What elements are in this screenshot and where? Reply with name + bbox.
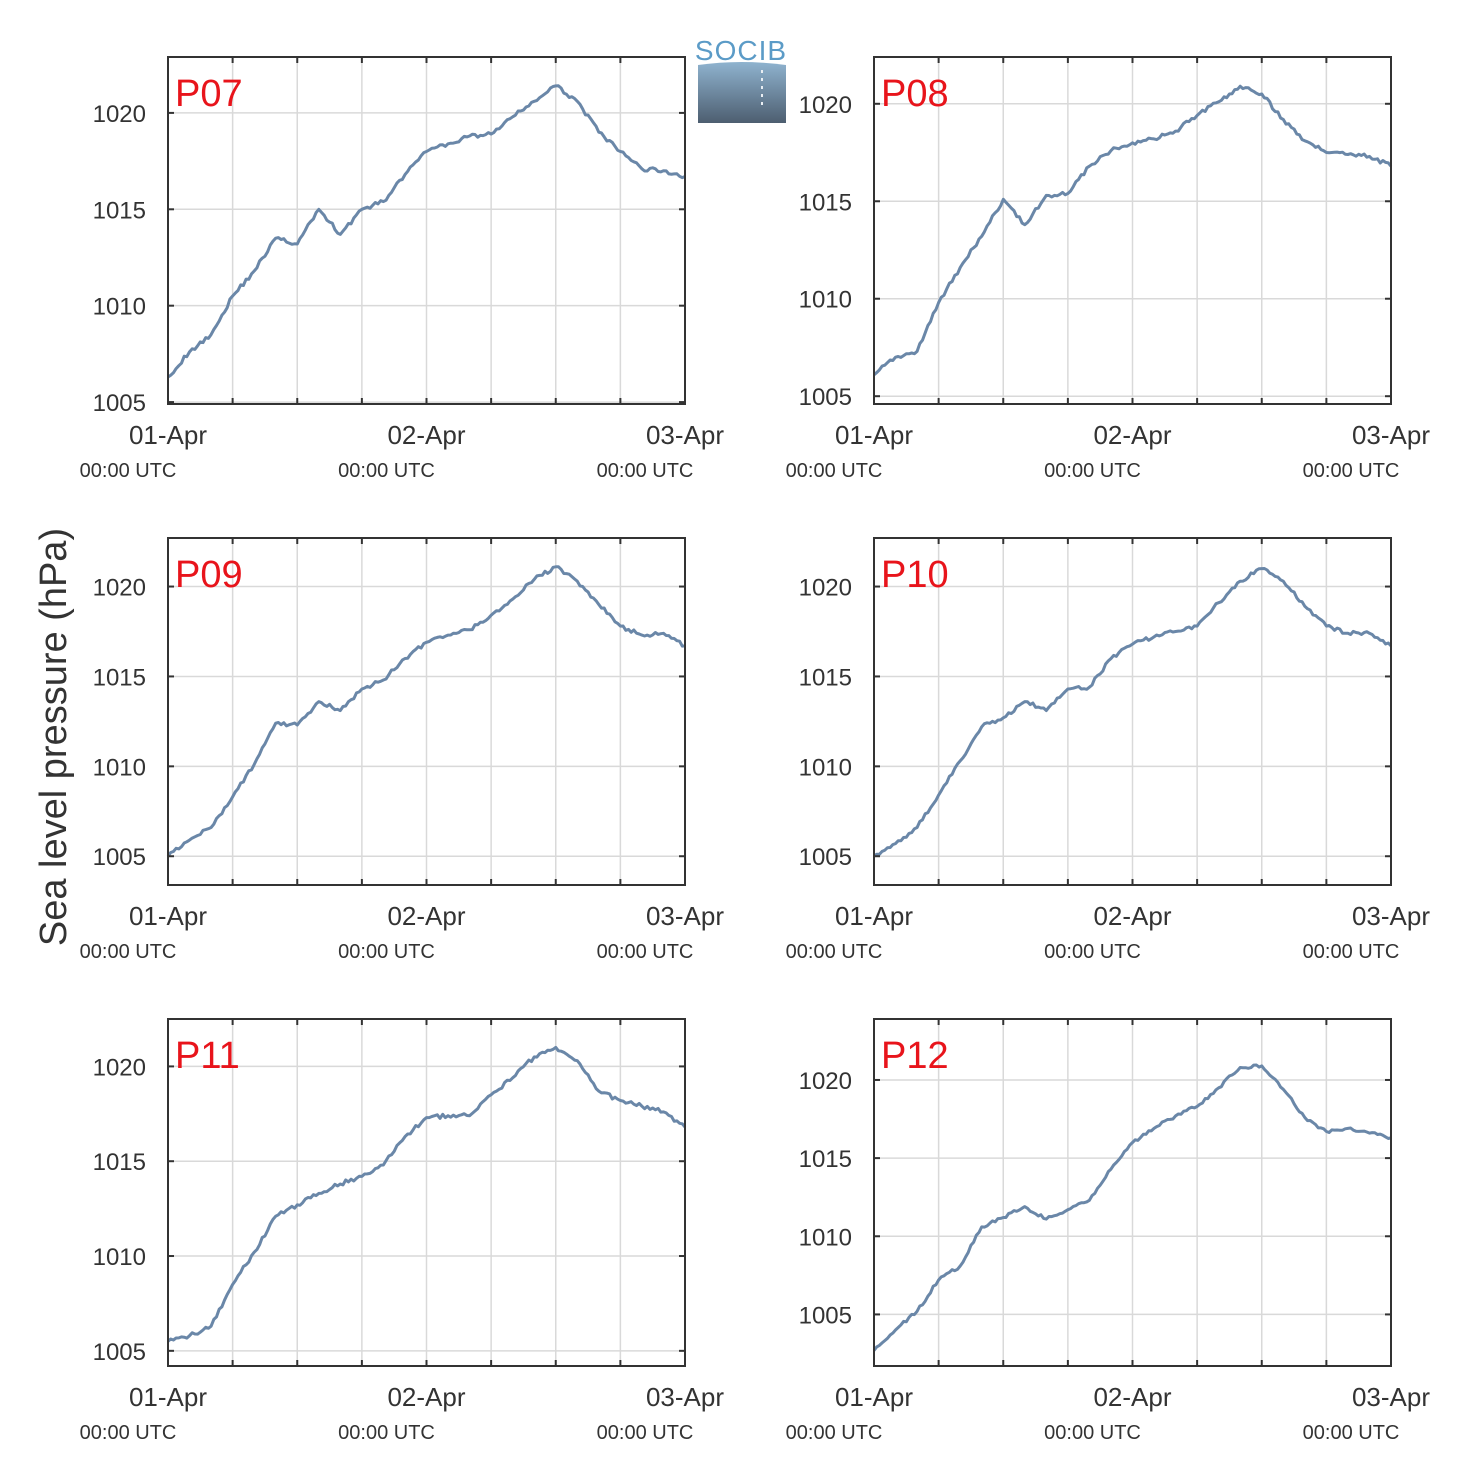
x-tick-label-time: 00:00 UTC <box>80 1422 177 1444</box>
panel-p11: 1005 1010 1015 1020 01-Apr 00:00 UTC 02-Apr 00:… <box>80 1018 724 1444</box>
y-tick-label: 1015 <box>93 664 146 691</box>
y-tick-label: 1010 <box>93 1244 146 1271</box>
y-tick-label: 1020 <box>93 575 146 602</box>
x-tick-label-date: 02-Apr <box>387 1382 465 1412</box>
y-tick-label: 1010 <box>93 294 146 321</box>
socib-logo-text: SOCIB <box>695 35 787 66</box>
panel-p12: 1005 1010 1015 1020 01-Apr 00:00 UTC 02-Apr 00:… <box>786 1018 1430 1444</box>
x-tick-label-time: 00:00 UTC <box>1044 941 1141 963</box>
x-tick-label-date: 01-Apr <box>129 901 207 931</box>
y-tick-label: 1005 <box>799 384 852 411</box>
panel-p09: 1005 1010 1015 1020 01-Apr 00:00 UTC 02-Apr 00:… <box>80 537 724 963</box>
x-tick-label-date: 01-Apr <box>129 1382 207 1412</box>
series-line <box>167 1045 687 1343</box>
x-tick-label-time: 00:00 UTC <box>1303 1422 1400 1444</box>
x-tick-label-time: 00:00 UTC <box>597 1422 694 1444</box>
x-tick-label-time: 00:00 UTC <box>786 460 883 482</box>
station-label: P09 <box>175 554 243 596</box>
x-tick-label-date: 03-Apr <box>646 1382 724 1412</box>
y-tick-label: 1010 <box>93 754 146 781</box>
y-tick-label: 1005 <box>93 390 146 417</box>
station-label: P12 <box>881 1035 949 1077</box>
x-tick-label-time: 00:00 UTC <box>338 941 435 963</box>
station-label: P10 <box>881 554 949 596</box>
series-line <box>873 84 1393 376</box>
x-tick-label-time: 00:00 UTC <box>1044 460 1141 482</box>
x-tick-label-time: 00:00 UTC <box>1303 460 1400 482</box>
x-tick-label-date: 01-Apr <box>835 1382 913 1412</box>
x-tick-label-date: 01-Apr <box>835 901 913 931</box>
x-tick-label-time: 00:00 UTC <box>1044 1422 1141 1444</box>
x-tick-label-time: 00:00 UTC <box>338 460 435 482</box>
y-tick-label: 1020 <box>93 101 146 128</box>
x-tick-label-date: 02-Apr <box>387 420 465 450</box>
x-tick-label-time: 00:00 UTC <box>80 941 177 963</box>
y-tick-label: 1010 <box>799 754 852 781</box>
series-line <box>873 567 1393 858</box>
y-tick-label: 1010 <box>799 1224 852 1251</box>
x-tick-label-time: 00:00 UTC <box>597 941 694 963</box>
panel-p07: 1005 1010 1015 1020 01-Apr 00:00 UTC 02-Apr 00:… <box>80 56 724 482</box>
socib-logo-wave <box>698 62 786 123</box>
series-line <box>167 84 686 379</box>
station-label: P07 <box>175 73 243 115</box>
x-tick-label-time: 00:00 UTC <box>1303 941 1400 963</box>
y-tick-label: 1020 <box>799 92 852 119</box>
y-tick-label: 1020 <box>799 1068 852 1095</box>
series-line <box>166 565 686 858</box>
x-tick-label-date: 03-Apr <box>1352 901 1430 931</box>
x-tick-label-date: 02-Apr <box>1093 420 1171 450</box>
x-tick-label-date: 01-Apr <box>129 420 207 450</box>
x-tick-label-date: 03-Apr <box>1352 1382 1430 1412</box>
x-tick-label-time: 00:00 UTC <box>597 460 694 482</box>
x-tick-label-date: 02-Apr <box>387 901 465 931</box>
x-tick-label-date: 03-Apr <box>1352 420 1430 450</box>
y-tick-label: 1010 <box>799 287 852 314</box>
y-tick-label: 1005 <box>93 1339 146 1366</box>
panel-p10: 1005 1010 1015 1020 01-Apr 00:00 UTC 02-Apr 00:… <box>786 537 1430 963</box>
y-tick-label: 1005 <box>799 1302 852 1329</box>
y-tick-label: 1020 <box>93 1054 146 1081</box>
x-tick-label-date: 02-Apr <box>1093 901 1171 931</box>
x-tick-label-date: 03-Apr <box>646 420 724 450</box>
y-tick-label: 1015 <box>799 189 852 216</box>
panel-grid: 1005 1010 1015 1020 01-Apr 00:00 UTC 02-Apr 00:… <box>80 56 1430 1444</box>
y-tick-label: 1015 <box>93 1149 146 1176</box>
x-tick-label-time: 00:00 UTC <box>338 1422 435 1444</box>
x-tick-label-time: 00:00 UTC <box>80 460 177 482</box>
panel-p08: 1005 1010 1015 1020 01-Apr 00:00 UTC 02-Apr 00:… <box>786 56 1430 482</box>
x-tick-label-date: 01-Apr <box>835 420 913 450</box>
y-tick-label: 1005 <box>799 844 852 871</box>
y-tick-label: 1020 <box>799 575 852 602</box>
socib-logo: SOCIB <box>695 35 787 123</box>
x-tick-label-date: 02-Apr <box>1093 1382 1171 1412</box>
y-tick-label: 1005 <box>93 844 146 871</box>
y-tick-label: 1015 <box>93 197 146 224</box>
x-tick-label-date: 03-Apr <box>646 901 724 931</box>
x-tick-label-time: 00:00 UTC <box>786 941 883 963</box>
y-axis-label: Sea level pressure (hPa) <box>33 528 75 946</box>
y-tick-label: 1015 <box>799 664 852 691</box>
station-label: P08 <box>881 73 949 115</box>
x-tick-label-time: 00:00 UTC <box>786 1422 883 1444</box>
y-tick-label: 1015 <box>799 1146 852 1173</box>
series-line <box>872 1063 1392 1352</box>
station-label: P11 <box>175 1035 240 1077</box>
